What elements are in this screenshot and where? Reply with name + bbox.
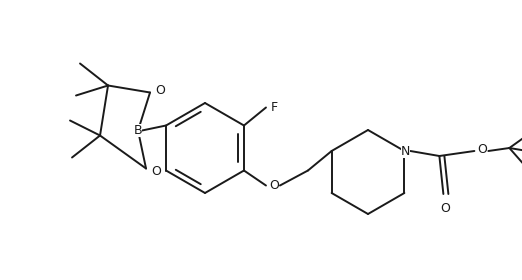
- Text: O: O: [478, 143, 488, 155]
- Text: O: O: [441, 202, 450, 214]
- Text: O: O: [269, 179, 279, 192]
- Text: N: N: [401, 144, 410, 158]
- Text: F: F: [270, 101, 278, 114]
- Text: O: O: [151, 165, 161, 178]
- Text: B: B: [134, 124, 143, 137]
- Text: O: O: [155, 84, 165, 97]
